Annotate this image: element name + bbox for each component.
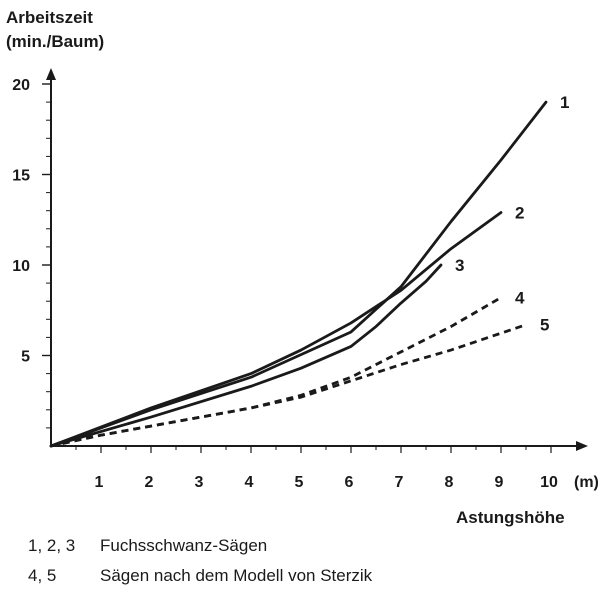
x-axis-title: Astungshöhe (456, 508, 565, 527)
series-5-label: 5 (540, 316, 549, 335)
x-tick-label: 10 (540, 474, 558, 491)
series-1-label: 1 (560, 93, 569, 112)
x-tick-label: 8 (445, 474, 454, 491)
x-tick-label: 5 (295, 474, 304, 491)
series-3-label: 3 (455, 256, 464, 275)
series-4-line (50, 296, 502, 448)
y-axis-title-line2: (min./Baum) (6, 32, 105, 51)
x-tick-label: 4 (245, 474, 254, 491)
series-5-line (50, 323, 527, 448)
x-tick-label: 9 (495, 474, 504, 491)
x-unit-label: (m) (574, 474, 599, 491)
series-2-label: 2 (515, 204, 524, 223)
y-axis-arrow (46, 68, 56, 80)
x-tick-label: 6 (345, 474, 354, 491)
series-3-line (49, 263, 443, 448)
y-axis-title: Arbeitszeit (min./Baum) (6, 6, 104, 54)
y-axis-title-line1: Arbeitszeit (6, 8, 93, 27)
series-2-line (49, 211, 503, 448)
x-tick-label: 3 (195, 474, 204, 491)
caption-line-2: 4, 5 Sägen nach dem Modell von Sterzik (28, 566, 372, 586)
y-tick-label: 5 (21, 349, 30, 366)
series-4-label: 4 (515, 289, 525, 308)
y-tick-label: 10 (12, 258, 30, 275)
x-tick-label: 2 (145, 474, 154, 491)
caption-text-1: Fuchsschwanz-Sägen (100, 536, 268, 555)
x-axis-arrow (576, 441, 588, 451)
caption-key-1: 1, 2, 3 (28, 536, 76, 555)
x-tick-label: 1 (95, 474, 104, 491)
y-tick-label: 15 (12, 168, 30, 185)
caption-key-2: 4, 5 (28, 566, 57, 585)
series-1-line (49, 100, 548, 448)
x-tick-label: 7 (395, 474, 404, 491)
caption-text-2: Sägen nach dem Modell von Sterzik (100, 566, 373, 585)
y-tick-label: 20 (12, 77, 30, 94)
caption-line-1: 1, 2, 3 Fuchsschwanz-Sägen (28, 536, 267, 556)
